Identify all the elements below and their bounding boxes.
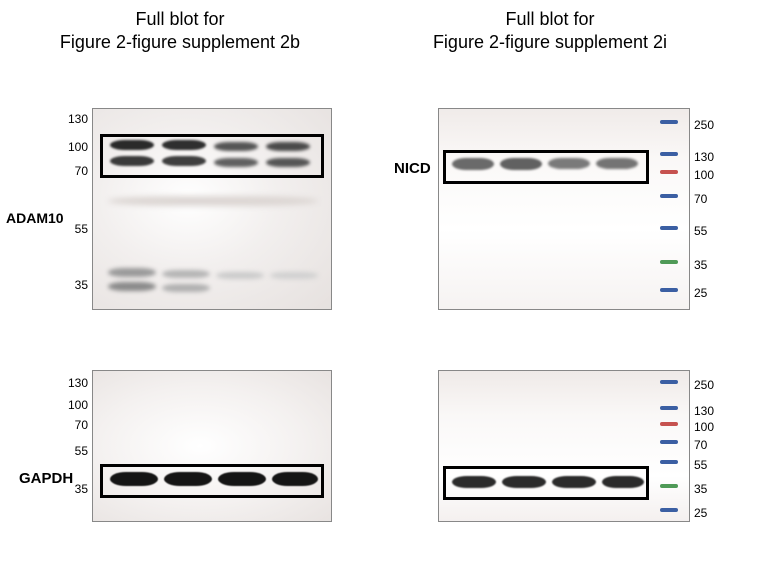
mw-label: 55 [60,444,88,458]
mw-label: 130 [694,150,724,164]
mw-label: 35 [694,258,724,272]
mw-label: 35 [60,278,88,292]
mw-label: 130 [694,404,724,418]
crop-box [443,466,649,500]
ladder-band [660,460,678,464]
title-left: Full blot for Figure 2-figure supplement… [30,8,330,53]
crop-box [100,134,324,178]
ladder-band [660,440,678,444]
mw-label: 130 [60,112,88,126]
ladder-band [660,194,678,198]
ladder-band [660,260,678,264]
ladder-band [660,484,678,488]
title-right: Full blot for Figure 2-figure supplement… [400,8,700,53]
ladder-band [660,152,678,156]
mw-label: 35 [60,482,88,496]
ladder-band [660,170,678,174]
mw-label: 25 [694,286,724,300]
label-adam10: ADAM10 [6,210,64,226]
mw-label: 130 [60,376,88,390]
ladder-band [660,422,678,426]
mw-label: 55 [60,222,88,236]
crop-box [100,464,324,498]
ladder-band [660,120,678,124]
mw-label: 100 [60,398,88,412]
mw-label: 35 [694,482,724,496]
band [108,282,156,291]
ladder-band [660,380,678,384]
mw-label: 55 [694,224,724,238]
band [270,272,318,279]
blot-right-top [438,108,690,310]
mw-label: 70 [60,418,88,432]
band [216,272,264,279]
band [162,284,210,292]
title-left-line2: Figure 2-figure supplement 2b [60,32,300,52]
mw-label: 25 [694,506,724,520]
ladder-band [660,226,678,230]
band [162,270,210,278]
label-nicd: NICD [394,160,431,177]
mw-label: 100 [60,140,88,154]
mw-label: 70 [694,438,724,452]
title-right-line1: Full blot for [505,9,594,29]
mw-label: 100 [694,168,724,182]
mw-label: 55 [694,458,724,472]
title-left-line1: Full blot for [135,9,224,29]
ladder-band [660,406,678,410]
mw-label: 100 [694,420,724,434]
crop-box [443,150,649,184]
mw-label: 250 [694,118,724,132]
ladder-band [660,288,678,292]
title-right-line2: Figure 2-figure supplement 2i [433,32,667,52]
mw-label: 70 [694,192,724,206]
mw-label: 250 [694,378,724,392]
band [108,196,318,206]
blot-left-bottom [92,370,332,522]
ladder-band [660,508,678,512]
mw-label: 70 [60,164,88,178]
band [108,268,156,277]
